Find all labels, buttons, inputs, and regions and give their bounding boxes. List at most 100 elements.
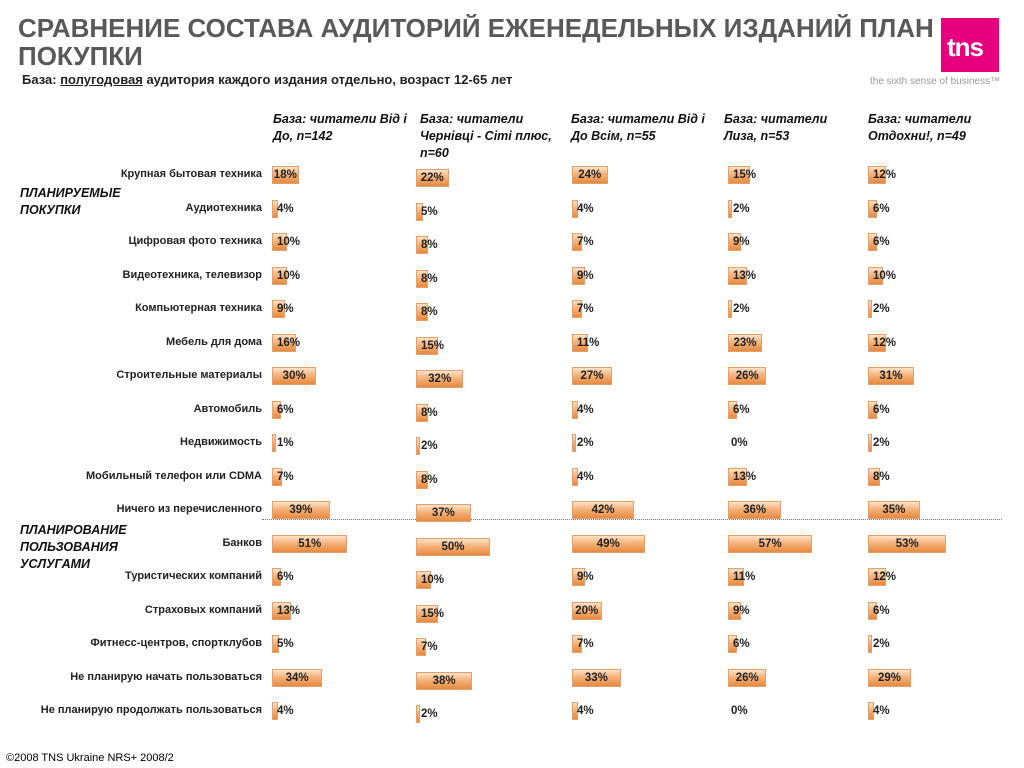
column-header-4: База: читатели Лиза, n=53 — [724, 112, 828, 143]
bar-value-label: 8% — [873, 470, 890, 483]
bar-value-label: 0% — [731, 705, 748, 717]
bar — [272, 166, 299, 184]
bar — [572, 434, 576, 452]
column-header-2: База: читатели Чернівці - Сіті плюс, n=6… — [420, 112, 552, 160]
bar — [572, 534, 645, 553]
bar — [416, 705, 420, 723]
bar — [868, 635, 872, 653]
bar-value-label: 5% — [277, 638, 294, 650]
bar — [728, 467, 748, 486]
category-label: Аудиотехника — [185, 201, 262, 214]
group-label-1: ПЛАНИРУЕМЫЕ ПОКУПКИ — [20, 186, 121, 217]
bar-value-label: 37% — [431, 507, 455, 519]
bar-value-label: 13% — [733, 470, 757, 483]
bar — [572, 702, 578, 720]
bar — [416, 504, 471, 522]
category-label: Крупная бытовая техника — [120, 168, 262, 180]
bar-value-label: 49% — [596, 537, 620, 550]
bar-value-label: 57% — [758, 537, 782, 550]
footer-copyright: ©2008 TNS Ukraine NRS+ 2008/2 — [6, 752, 174, 764]
bar — [572, 635, 583, 653]
bar — [272, 668, 323, 687]
bar — [572, 400, 578, 419]
bar — [728, 233, 742, 251]
bar — [572, 300, 583, 318]
bar — [868, 266, 883, 285]
bar — [728, 166, 751, 184]
bar-value-label: 18% — [273, 169, 297, 181]
bar-value-label: 6% — [733, 403, 750, 416]
subtitle-suffix: аудитория каждого издания отдельно, возр… — [142, 72, 513, 87]
category-label: Цифровая фото техника — [128, 235, 262, 247]
category-label: Компьютерная техника — [135, 302, 262, 314]
bar — [272, 568, 281, 586]
bar — [728, 635, 737, 653]
group-label-2: ПЛАНИРОВАНИЕ ПОЛЬЗОВАНИЯ УСЛУГАМИ — [20, 523, 127, 571]
bar-value-label: 8% — [421, 272, 438, 285]
bar-value-label: 6% — [733, 638, 750, 650]
subtitle-underlined: полугодовая — [60, 72, 143, 87]
bar-value-label: 11% — [577, 336, 600, 349]
bar-value-label: 9% — [733, 236, 750, 248]
bar — [728, 367, 767, 385]
bar-value-label: 10% — [277, 236, 301, 248]
bar — [868, 434, 872, 452]
bar-value-label: 0% — [731, 437, 748, 449]
category-label: Не планирую продолжать пользоваться — [40, 704, 262, 716]
bar — [416, 671, 473, 690]
bar-value-label: 2% — [421, 708, 438, 720]
logo-text: tns — [947, 32, 984, 62]
bar-value-label: 2% — [733, 202, 750, 215]
bar — [572, 166, 608, 184]
bar-value-label: 50% — [441, 540, 465, 553]
category-label: Ничего из перечисленного — [116, 503, 262, 515]
bar — [272, 635, 280, 653]
bar — [272, 702, 278, 720]
bar-value-label: 9% — [277, 303, 294, 315]
bar-value-label: 4% — [577, 470, 594, 483]
bar-value-label: 1% — [277, 437, 294, 449]
bar-value-label: 4% — [577, 202, 594, 215]
bar — [868, 300, 872, 318]
bar — [572, 568, 586, 586]
bar — [272, 367, 317, 385]
bar-value-label: 9% — [577, 269, 594, 282]
bar-value-label: 6% — [873, 604, 890, 617]
bar — [272, 434, 276, 452]
bar — [868, 601, 877, 620]
bar-value-label: 30% — [282, 370, 306, 382]
bar-value-label: 24% — [578, 169, 602, 181]
category-label: Фитнесс-центров, спортклубов — [90, 637, 262, 649]
tagline: the sixth sense of business™ — [870, 76, 1001, 87]
bar — [728, 501, 782, 519]
bar — [272, 467, 283, 486]
bar-value-label: 7% — [577, 236, 594, 248]
bar-value-label: 4% — [577, 705, 594, 717]
bar-value-label: 35% — [882, 504, 906, 516]
bar — [728, 266, 748, 285]
bar-value-label: 2% — [577, 437, 594, 449]
bar-value-label: 7% — [421, 641, 438, 653]
bar-value-label: 4% — [577, 403, 594, 416]
bar — [868, 534, 947, 553]
bar — [728, 300, 732, 318]
bar-value-label: 6% — [873, 202, 890, 215]
bar-value-label: 4% — [873, 705, 890, 717]
bar — [272, 233, 287, 251]
bar-value-label: 11% — [733, 571, 756, 583]
bar-value-label: 10% — [873, 269, 897, 282]
bar — [416, 437, 420, 455]
bar — [272, 333, 296, 352]
category-label: Не планирую начать пользоваться — [70, 670, 262, 683]
bar — [416, 571, 431, 589]
bar — [572, 266, 586, 285]
bar-value-label: 2% — [421, 440, 438, 452]
bar-value-label: 13% — [277, 604, 301, 617]
bar-value-label: 36% — [743, 504, 767, 516]
bar-value-label: 13% — [733, 269, 757, 282]
bar — [272, 501, 330, 519]
bar — [868, 501, 920, 519]
bar — [416, 336, 439, 355]
bar-value-label: 39% — [289, 504, 313, 516]
bar-value-label: 6% — [873, 236, 890, 248]
